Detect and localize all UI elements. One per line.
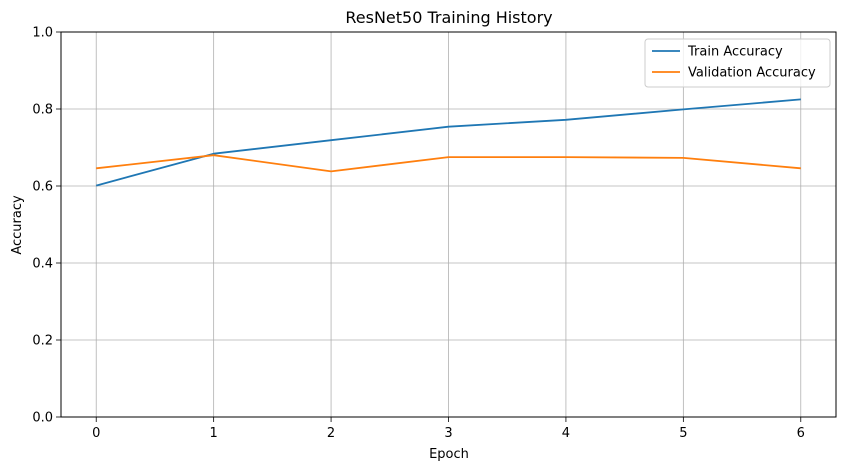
y-tick-label: 0.8 <box>32 103 53 118</box>
y-tick-label: 0.2 <box>32 334 53 349</box>
x-axis-title: Epoch <box>429 447 469 462</box>
y-tick-label: 0.4 <box>32 257 53 272</box>
legend-box <box>644 38 831 88</box>
series-line-0 <box>95 98 801 187</box>
y-axis-title: Accuracy <box>10 195 25 255</box>
series-line-1 <box>96 154 801 173</box>
ticks: 0 1 2 3 4 5 6 0.0 0.2 0.4 0.6 0.8 1.0 <box>32 26 805 442</box>
x-tick-label: 1 <box>210 426 218 441</box>
legend-label-0: Train Accuracy <box>687 45 783 60</box>
x-tick-label: 5 <box>679 426 687 441</box>
x-tick-label: 0 <box>92 426 100 441</box>
x-tick-label: 4 <box>562 426 570 441</box>
y-tick-label: 0.0 <box>32 411 53 426</box>
y-tick-label: 1.0 <box>32 26 53 41</box>
x-tick-label: 2 <box>327 426 335 441</box>
x-tick-label: 6 <box>797 426 805 441</box>
y-tick-label: 0.6 <box>32 180 53 195</box>
chart-title: ResNet50 Training History <box>345 8 552 27</box>
legend-label-1: Validation Accuracy <box>688 66 816 81</box>
x-tick-label: 3 <box>444 426 452 441</box>
grid <box>61 31 836 418</box>
series-layer <box>95 98 801 187</box>
legend: Train Accuracy Validation Accuracy <box>644 38 831 88</box>
